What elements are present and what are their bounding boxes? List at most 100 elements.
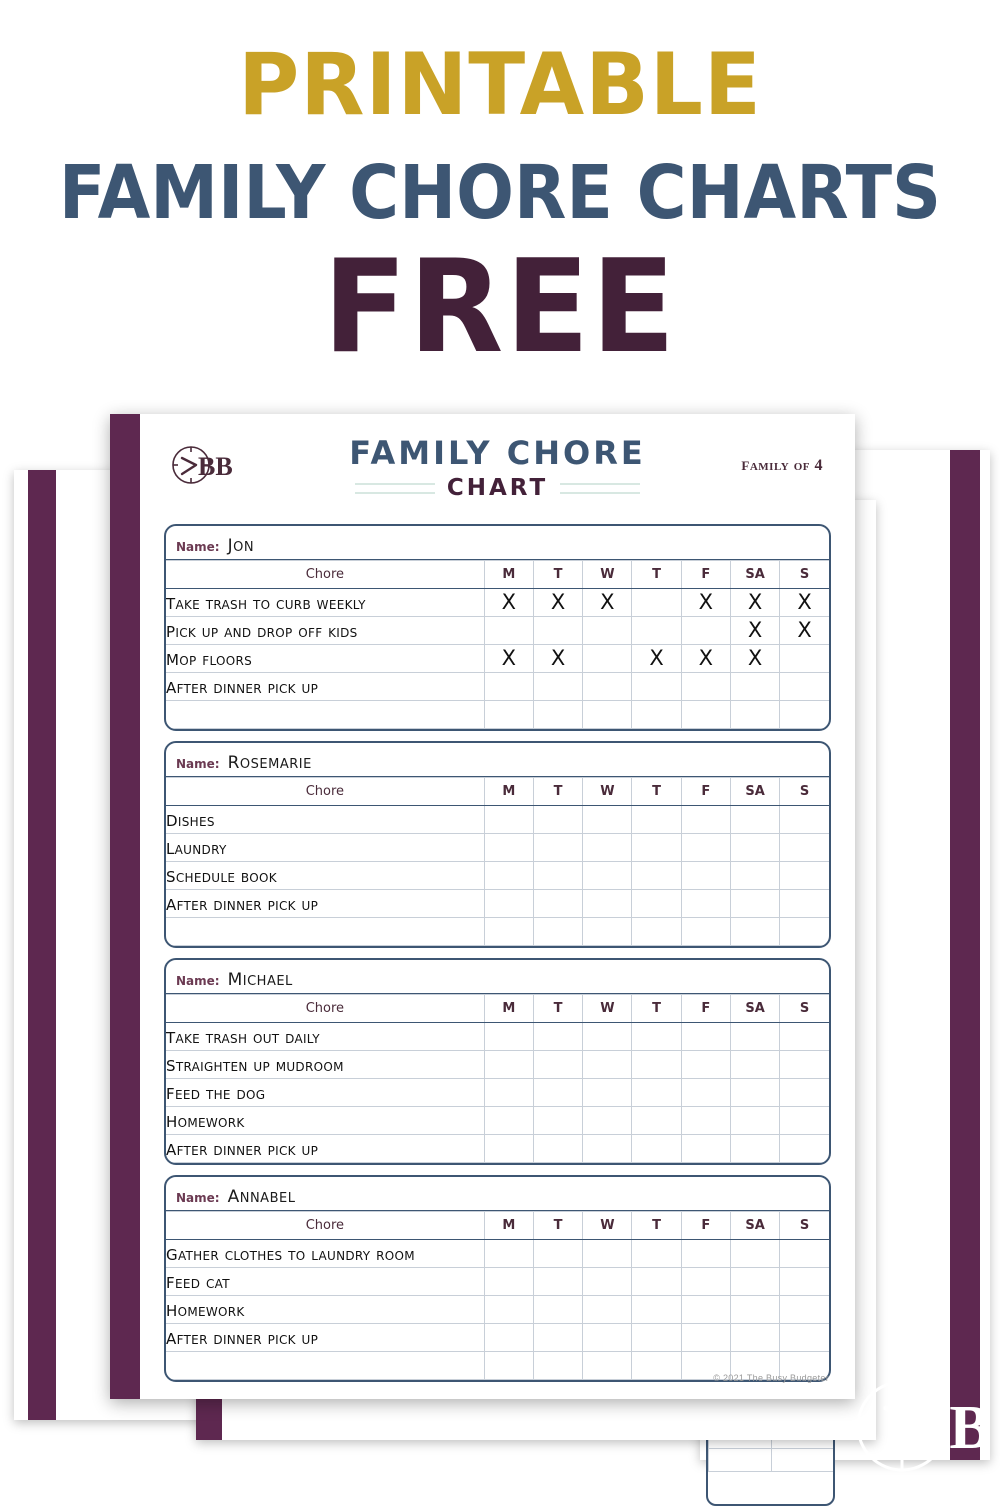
chore-day-checkbox-cell[interactable] — [532, 1323, 584, 1352]
chore-day-checkbox-cell[interactable] — [779, 644, 829, 673]
chore-name-cell[interactable]: After dinner pick up — [166, 1323, 485, 1352]
chore-day-checkbox-cell[interactable] — [483, 861, 534, 890]
chore-day-checkbox-cell[interactable] — [779, 1351, 829, 1380]
chore-day-checkbox-cell[interactable] — [483, 1267, 534, 1296]
chore-day-checkbox-cell[interactable] — [779, 917, 829, 946]
chore-day-checkbox-cell[interactable] — [680, 889, 731, 918]
chore-name-cell[interactable]: Mop floors — [166, 644, 485, 673]
chore-day-checkbox-cell[interactable] — [532, 616, 584, 645]
chore-day-checkbox-cell[interactable]: X — [631, 644, 682, 673]
chore-day-checkbox-cell[interactable]: X — [680, 644, 731, 673]
chore-day-checkbox-cell[interactable] — [483, 917, 534, 946]
chore-day-checkbox-cell[interactable] — [582, 1239, 633, 1268]
chore-day-checkbox-cell[interactable] — [729, 1022, 781, 1051]
chore-name-cell[interactable]: After dinner pick up — [166, 1134, 485, 1163]
chore-day-checkbox-cell[interactable] — [532, 861, 584, 890]
chore-name-cell[interactable]: Take trash out daily — [166, 1022, 485, 1051]
chore-day-checkbox-cell[interactable] — [483, 805, 534, 834]
chore-day-checkbox-cell[interactable] — [729, 1134, 781, 1163]
chore-name-cell[interactable]: After dinner pick up — [166, 889, 485, 918]
chore-name-cell[interactable]: Schedule Book — [166, 861, 485, 890]
chore-day-checkbox-cell[interactable] — [532, 1351, 584, 1380]
chore-day-checkbox-cell[interactable]: X — [680, 588, 731, 617]
chore-day-checkbox-cell[interactable] — [680, 616, 731, 645]
chore-day-checkbox-cell[interactable] — [631, 1267, 682, 1296]
chore-day-checkbox-cell[interactable] — [631, 672, 682, 701]
chore-day-checkbox-cell[interactable] — [729, 1295, 781, 1324]
chore-day-checkbox-cell[interactable]: X — [532, 588, 584, 617]
chore-day-checkbox-cell[interactable] — [729, 1323, 781, 1352]
chore-day-checkbox-cell[interactable] — [779, 861, 829, 890]
chore-day-checkbox-cell[interactable]: X — [779, 588, 829, 617]
chore-day-checkbox-cell[interactable] — [729, 1267, 781, 1296]
chore-day-checkbox-cell[interactable] — [532, 1022, 584, 1051]
chore-name-cell[interactable]: Straighten up mudroom — [166, 1050, 485, 1079]
chore-day-checkbox-cell[interactable] — [483, 1078, 534, 1107]
chore-day-checkbox-cell[interactable] — [631, 917, 682, 946]
chore-day-checkbox-cell[interactable] — [582, 1295, 633, 1324]
name-field-value[interactable]: Annabel — [227, 1180, 296, 1208]
chore-day-checkbox-cell[interactable] — [680, 1239, 731, 1268]
chore-day-checkbox-cell[interactable] — [582, 861, 633, 890]
chore-day-checkbox-cell[interactable] — [779, 672, 829, 701]
chore-name-cell[interactable]: Pick up and drop off kids — [166, 616, 485, 645]
chore-day-checkbox-cell[interactable] — [680, 1323, 731, 1352]
chore-day-checkbox-cell[interactable] — [532, 1134, 584, 1163]
chore-day-checkbox-cell[interactable] — [532, 700, 584, 729]
chore-day-checkbox-cell[interactable] — [582, 833, 633, 862]
chore-name-cell[interactable]: Homework — [166, 1106, 485, 1135]
chore-day-checkbox-cell[interactable] — [631, 1323, 682, 1352]
chore-day-checkbox-cell[interactable] — [779, 1050, 829, 1079]
chore-day-checkbox-cell[interactable] — [729, 1106, 781, 1135]
chore-day-checkbox-cell[interactable] — [483, 833, 534, 862]
chore-day-checkbox-cell[interactable] — [779, 1295, 829, 1324]
chore-day-checkbox-cell[interactable] — [779, 1106, 829, 1135]
chore-day-checkbox-cell[interactable] — [582, 644, 633, 673]
chore-day-checkbox-cell[interactable] — [631, 1134, 682, 1163]
chore-day-checkbox-cell[interactable] — [680, 805, 731, 834]
chore-name-cell[interactable] — [166, 1351, 485, 1380]
chore-day-checkbox-cell[interactable] — [532, 1106, 584, 1135]
chore-day-checkbox-cell[interactable] — [680, 861, 731, 890]
chore-day-checkbox-cell[interactable] — [680, 833, 731, 862]
chore-day-checkbox-cell[interactable] — [779, 700, 829, 729]
chore-day-checkbox-cell[interactable] — [680, 1134, 731, 1163]
chore-day-checkbox-cell[interactable] — [680, 1078, 731, 1107]
chore-day-checkbox-cell[interactable] — [779, 833, 829, 862]
chore-day-checkbox-cell[interactable] — [483, 889, 534, 918]
chore-day-checkbox-cell[interactable]: X — [483, 644, 534, 673]
chore-day-checkbox-cell[interactable] — [631, 588, 682, 617]
chore-day-checkbox-cell[interactable] — [582, 1022, 633, 1051]
name-field-value[interactable]: Jon — [227, 529, 255, 557]
chore-day-checkbox-cell[interactable] — [532, 1239, 584, 1268]
name-field-value[interactable]: Rosemarie — [227, 746, 312, 774]
chore-day-checkbox-cell[interactable] — [532, 1050, 584, 1079]
chore-day-checkbox-cell[interactable] — [582, 805, 633, 834]
chore-day-checkbox-cell[interactable] — [532, 672, 584, 701]
chore-day-checkbox-cell[interactable] — [631, 700, 682, 729]
chore-day-checkbox-cell[interactable] — [532, 833, 584, 862]
chore-name-cell[interactable]: Gather clothes to laundry room — [166, 1239, 485, 1268]
chore-day-checkbox-cell[interactable]: X — [483, 588, 534, 617]
chore-day-checkbox-cell[interactable] — [483, 1106, 534, 1135]
chore-day-checkbox-cell[interactable] — [483, 1239, 534, 1268]
chore-day-checkbox-cell[interactable]: X — [729, 588, 781, 617]
chore-day-checkbox-cell[interactable]: X — [582, 588, 633, 617]
chore-day-checkbox-cell[interactable] — [631, 1295, 682, 1324]
chore-day-checkbox-cell[interactable]: X — [779, 616, 829, 645]
chore-day-checkbox-cell[interactable] — [631, 861, 682, 890]
chore-day-checkbox-cell[interactable] — [680, 1022, 731, 1051]
chore-day-checkbox-cell[interactable] — [680, 1267, 731, 1296]
chore-day-checkbox-cell[interactable] — [680, 917, 731, 946]
chore-day-checkbox-cell[interactable] — [729, 889, 781, 918]
chore-day-checkbox-cell[interactable] — [483, 672, 534, 701]
chore-day-checkbox-cell[interactable] — [483, 1295, 534, 1324]
chore-day-checkbox-cell[interactable] — [729, 700, 781, 729]
chore-day-checkbox-cell[interactable] — [582, 917, 633, 946]
chore-day-checkbox-cell[interactable] — [779, 1078, 829, 1107]
chore-day-checkbox-cell[interactable] — [483, 1351, 534, 1380]
name-field-value[interactable]: Michael — [227, 963, 293, 991]
chore-day-checkbox-cell[interactable] — [582, 700, 633, 729]
chore-day-checkbox-cell[interactable] — [483, 1022, 534, 1051]
chore-day-checkbox-cell[interactable] — [779, 1267, 829, 1296]
